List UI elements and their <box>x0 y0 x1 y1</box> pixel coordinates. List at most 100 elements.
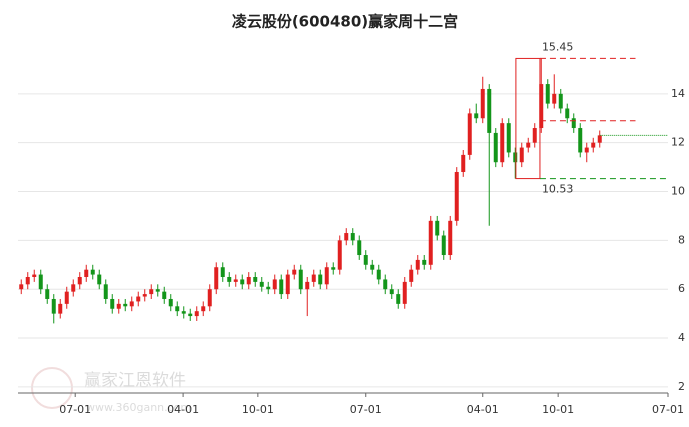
candle-body <box>103 284 108 299</box>
candle-body <box>136 296 141 302</box>
x-tick-label: 10-01 <box>542 403 574 416</box>
candle-body <box>461 154 466 172</box>
candle-body <box>25 277 30 285</box>
candle-body <box>38 274 43 290</box>
candle-body <box>149 289 154 295</box>
candle-body <box>71 284 76 292</box>
candle-body <box>402 281 407 304</box>
candle-body <box>415 259 420 270</box>
candle-body <box>266 286 271 290</box>
candle-body <box>201 306 206 312</box>
candle-body <box>220 267 225 277</box>
candle-body <box>227 277 232 282</box>
y-tick-label: 6 <box>678 282 685 295</box>
candle-body <box>305 281 310 290</box>
low-label: 10.53 <box>542 183 574 196</box>
candle-body <box>435 220 440 236</box>
candle-body <box>467 113 472 155</box>
candle-body <box>214 267 219 290</box>
candle-body <box>207 289 212 307</box>
candle-body <box>331 267 336 270</box>
candle-body <box>285 274 290 295</box>
candle-body <box>129 301 134 307</box>
candle-body <box>344 233 349 241</box>
candle-body <box>162 291 167 299</box>
candle-body <box>526 142 531 148</box>
candle-body <box>116 303 121 309</box>
candle-body <box>64 291 69 304</box>
x-tick-label: 07-01 <box>350 403 382 416</box>
x-tick-label: 07-01 <box>59 403 91 416</box>
candle-body <box>90 269 95 275</box>
x-tick-label: 07-01 <box>652 403 684 416</box>
candle-body <box>474 113 479 119</box>
candle-body <box>292 269 297 275</box>
candle-body <box>142 294 147 297</box>
candle-body <box>123 303 128 307</box>
candle-body <box>110 298 115 309</box>
watermark-url: www.360gann.com <box>86 401 191 414</box>
candle-body <box>519 147 524 163</box>
candle-body <box>591 142 596 148</box>
candle-body <box>454 171 459 221</box>
candle-body <box>409 269 414 282</box>
candle-body <box>324 267 329 285</box>
candle-body <box>318 274 323 285</box>
candle-body <box>487 88 492 133</box>
candle-body <box>480 88 485 119</box>
candle-body <box>545 84 550 104</box>
watermark-text: 赢家江恩软件 <box>84 371 186 391</box>
candle-body <box>370 264 375 270</box>
x-tick-label: 10-01 <box>242 403 274 416</box>
candle-body <box>253 277 258 282</box>
candle-body <box>389 289 394 295</box>
y-tick-label: 14 <box>671 87 685 100</box>
candle-body <box>45 289 50 299</box>
x-tick-label: 04-01 <box>167 403 199 416</box>
candle-body <box>500 123 505 163</box>
y-tick-label: 4 <box>678 331 685 344</box>
candle-body <box>493 132 498 163</box>
candle-body <box>58 303 63 314</box>
candle-body <box>97 274 102 285</box>
candle-body <box>246 277 251 285</box>
candle-body <box>396 294 401 304</box>
high-label: 15.45 <box>542 40 574 53</box>
candle-body <box>298 269 303 290</box>
candle-body <box>279 279 284 295</box>
candle-body <box>32 274 37 277</box>
candle-body <box>155 289 160 292</box>
candle-body <box>272 279 277 290</box>
candle-body <box>233 279 238 282</box>
candle-body <box>259 281 264 287</box>
range-box <box>515 57 541 180</box>
watermark-logo <box>31 367 73 409</box>
candle-body <box>513 152 518 163</box>
candle-body <box>441 235 446 256</box>
candle-body <box>175 306 180 312</box>
x-tick-label: 04-01 <box>467 403 499 416</box>
candle-body <box>84 269 89 277</box>
candle-body <box>565 108 570 119</box>
candle-body <box>19 284 24 290</box>
candle-body <box>168 298 173 307</box>
candle-body <box>578 128 583 153</box>
y-tick-label: 12 <box>671 136 685 149</box>
candle-body <box>506 123 511 153</box>
candle-body <box>383 279 388 290</box>
candle-body <box>188 313 193 317</box>
candle-body <box>422 259 427 265</box>
candle-body <box>337 240 342 270</box>
candle-body <box>571 118 576 129</box>
candle-body <box>357 240 362 256</box>
candle-body <box>558 93 563 109</box>
candle-body <box>584 147 589 153</box>
candle-body <box>181 311 186 314</box>
y-tick-label: 2 <box>678 380 685 393</box>
chart-title: 凌云股份(600480)赢家周十二宫 <box>232 13 458 31</box>
y-tick-label: 10 <box>671 185 685 198</box>
candle-body <box>77 277 82 285</box>
y-tick-label: 8 <box>678 233 685 246</box>
candle-body <box>363 255 368 265</box>
